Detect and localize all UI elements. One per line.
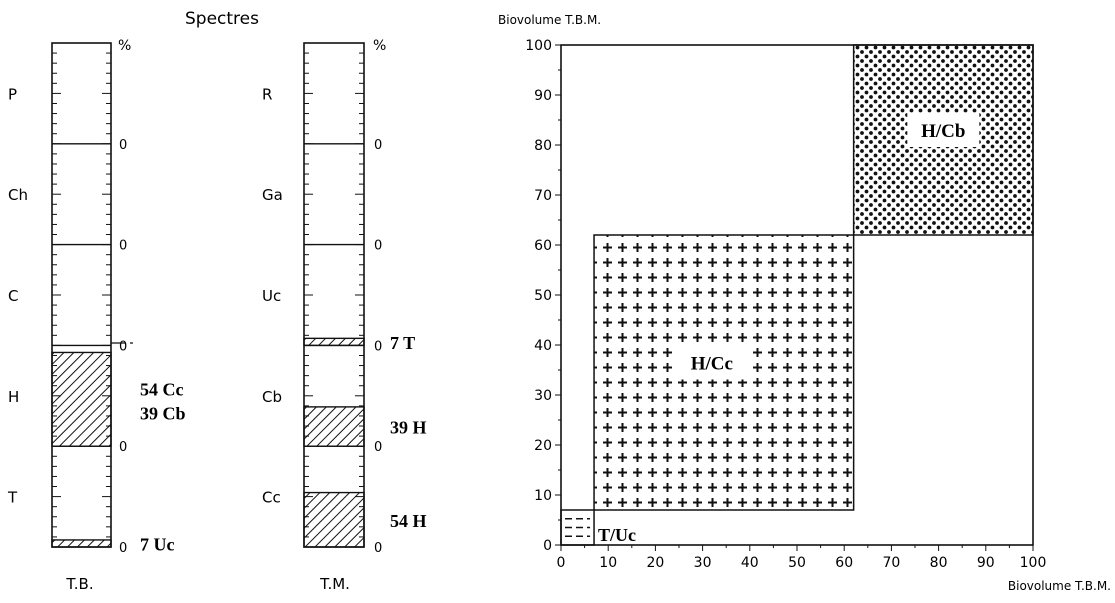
plot-regions: H/Cb H/Cc T/Uc xyxy=(560,44,1034,546)
data-label: 54 Cc xyxy=(140,379,184,399)
data-label: 54 H xyxy=(390,511,427,531)
figure-title: Spectres xyxy=(185,9,259,29)
zero-label: 0 xyxy=(119,440,127,455)
spectrum-column-tb: % P 0 Ch 0 C 0 H 0 54 Cc 39 Cb T 0 7 Uc T.B. xyxy=(7,38,186,593)
data-label: 39 Cb xyxy=(140,403,186,423)
category-label: Uc xyxy=(262,287,281,305)
x-tick-label: 80 xyxy=(930,555,948,571)
y-tick-label: 50 xyxy=(534,288,552,304)
x-tick-label: 50 xyxy=(788,555,806,571)
column-segments: R 0 Ga 0 Uc 0 7 T Cb 0 39 H Cc 0 54 H xyxy=(262,42,427,556)
category-label: Ga xyxy=(262,186,283,204)
x-tick-label: 70 xyxy=(882,555,900,571)
category-label: Cc xyxy=(262,489,281,507)
y-tick-label: 90 xyxy=(534,88,552,104)
y-tick-label: 0 xyxy=(543,538,552,554)
category-label: T xyxy=(7,489,18,507)
unit-label: % xyxy=(118,38,131,54)
category-label: Ch xyxy=(8,186,28,204)
category-label: H xyxy=(8,388,19,406)
x-tick-label: 40 xyxy=(741,555,759,571)
zero-label: 0 xyxy=(119,138,127,153)
x-tick-label: 30 xyxy=(694,555,712,571)
y-tick-label: 20 xyxy=(534,438,552,454)
category-label: Cb xyxy=(262,388,282,406)
column-segments: P 0 Ch 0 C 0 H 0 54 Cc 39 Cb T 0 7 Uc xyxy=(7,42,186,556)
zero-label: 0 xyxy=(374,440,382,455)
region-label: H/Cb xyxy=(921,121,965,142)
column-label: T.M. xyxy=(319,575,350,593)
shaded-bar xyxy=(303,337,365,347)
region-label: T/Uc xyxy=(598,525,636,545)
y-tick-label: 100 xyxy=(525,38,552,54)
data-label: 7 Uc xyxy=(140,534,175,554)
spectrum-column-tm: % R 0 Ga 0 Uc 0 7 T Cb 0 39 H Cc 0 54 H T.M. xyxy=(262,38,427,593)
data-label: 39 H xyxy=(390,418,427,438)
zero-label: 0 xyxy=(374,541,382,556)
shaded-bar xyxy=(303,491,365,548)
column-label: T.B. xyxy=(65,575,93,593)
x-tick-label: 10 xyxy=(599,555,617,571)
zero-label: 0 xyxy=(119,541,127,556)
y-tick-label: 70 xyxy=(534,188,552,204)
x-tick-label: 60 xyxy=(835,555,853,571)
shaded-bar xyxy=(51,539,112,548)
y-tick-label: 30 xyxy=(534,388,552,404)
x-axis-label: Biovolume T.B.M. xyxy=(1008,579,1111,593)
y-axis-label: Biovolume T.B.M. xyxy=(498,13,601,27)
x-tick-label: 20 xyxy=(646,555,664,571)
x-tick-label: 100 xyxy=(1020,555,1047,571)
category-label: R xyxy=(262,85,272,103)
zero-label: 0 xyxy=(374,239,382,254)
column-ticks xyxy=(52,42,111,548)
data-label: 7 T xyxy=(390,333,415,353)
y-tick-label: 60 xyxy=(534,238,552,254)
label-background xyxy=(907,113,980,147)
biovolume-plot: Biovolume T.B.M. Biovolume T.B.M. H/CbH/… xyxy=(498,13,1111,593)
y-tick-label: 80 xyxy=(534,138,552,154)
y-tick-label: 40 xyxy=(534,338,552,354)
shaded-bar xyxy=(51,351,112,447)
y-tick-label: 10 xyxy=(534,488,552,504)
shaded-bar xyxy=(303,406,365,447)
zero-label: 0 xyxy=(374,138,382,153)
zero-label: 0 xyxy=(119,339,127,354)
category-label: C xyxy=(8,287,18,305)
category-label: P xyxy=(8,85,17,103)
unit-label: % xyxy=(373,38,386,54)
x-tick-label: 90 xyxy=(977,555,995,571)
zero-label: 0 xyxy=(119,239,127,254)
region-label: H/Cc xyxy=(691,354,733,375)
zero-label: 0 xyxy=(374,339,382,354)
x-tick-label: 0 xyxy=(557,555,566,571)
plot-ticks: 0 10 20 30 40 50 60 70 80 90 100 0 10 20 30 40 50 60 70 80 9… xyxy=(525,38,1046,571)
label-background xyxy=(675,345,748,380)
column-ticks xyxy=(304,42,364,548)
